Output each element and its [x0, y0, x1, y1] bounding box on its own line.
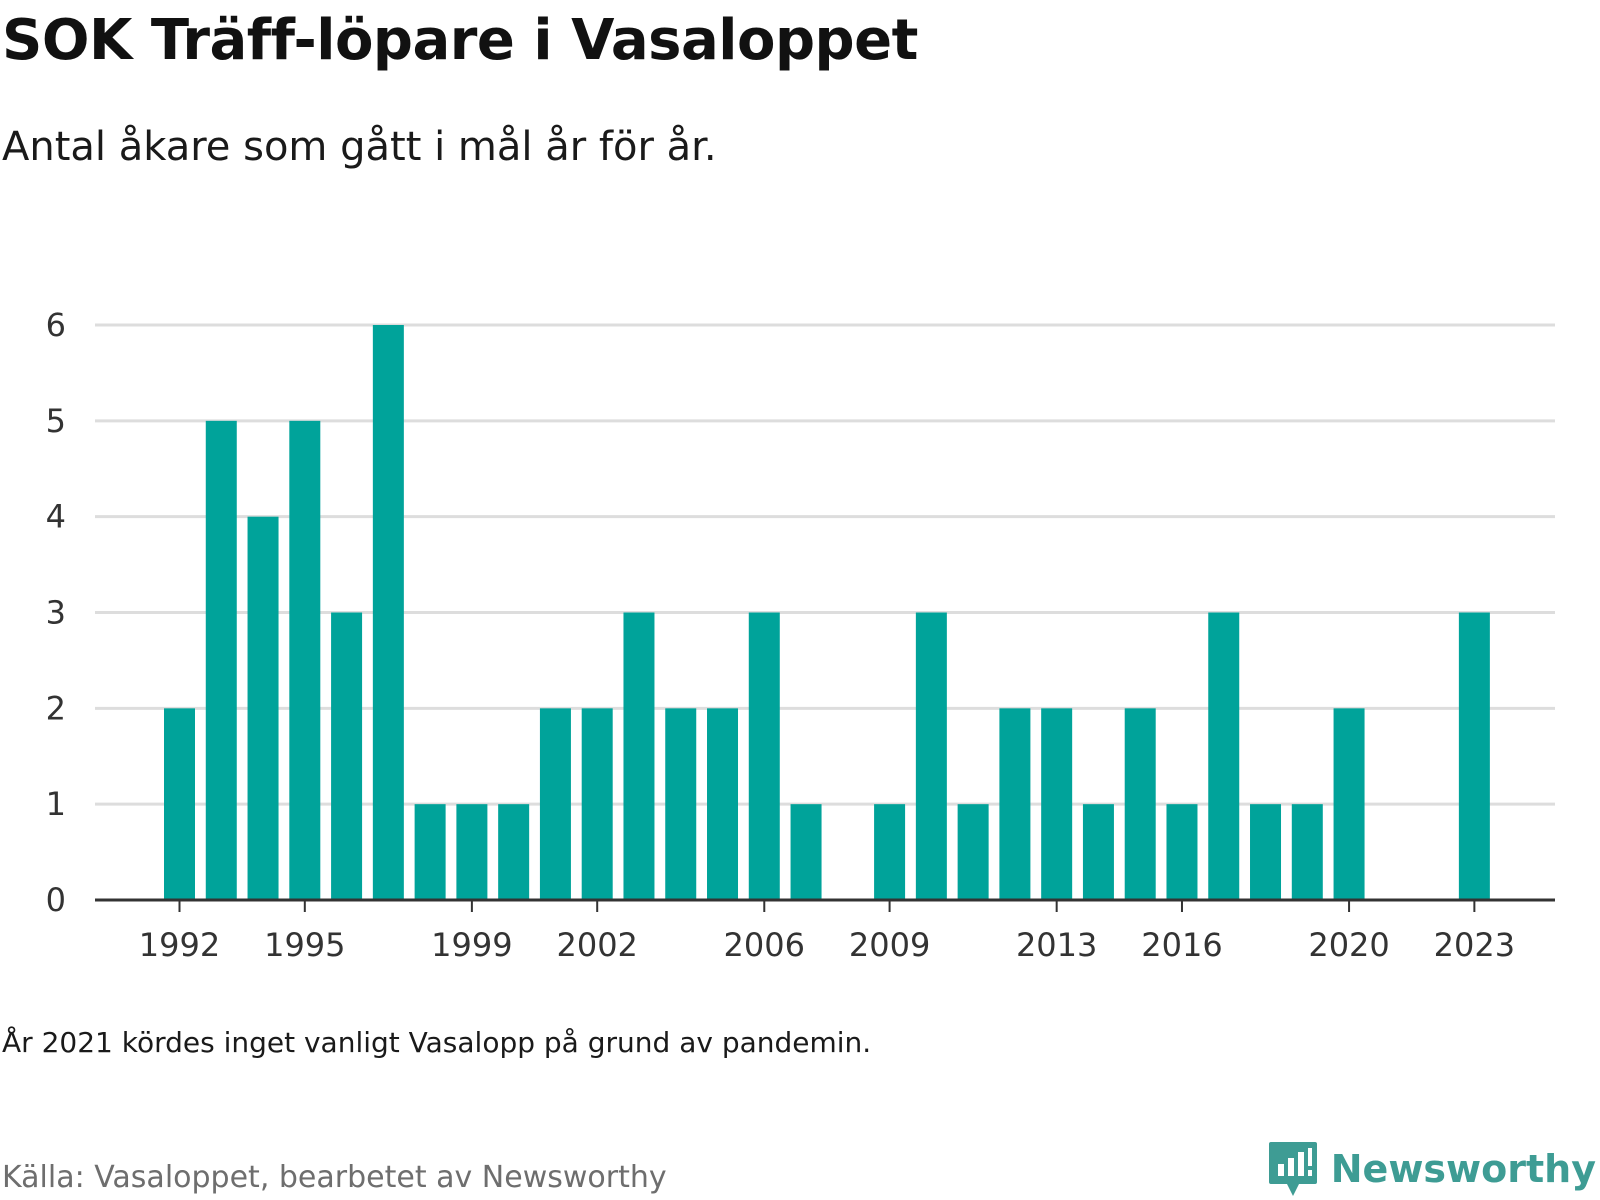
bar-1997: [372, 325, 404, 900]
x-tick-label: 2006: [724, 926, 805, 964]
x-tick-label: 1992: [139, 926, 220, 964]
chart-title: SOK Träff-löpare i Vasaloppet: [2, 8, 918, 73]
y-tick-label: 5: [46, 402, 66, 440]
bar-2005: [707, 708, 739, 900]
x-tick-label: 2023: [1434, 926, 1515, 964]
bar-2015: [1124, 708, 1156, 900]
bar-chart: 0 1 2 3 4 5 6 1992 1995 1999 2002 2006 2009 2013 2016 2…: [46, 306, 1555, 964]
x-tick-label: 2009: [849, 926, 930, 964]
bar-1992: [164, 708, 195, 900]
bar-2013: [1041, 708, 1073, 900]
x-tick-label: 1995: [264, 926, 345, 964]
bar-2004: [665, 708, 697, 900]
bar-2010: [915, 612, 947, 900]
bar-1998: [414, 804, 446, 900]
bar-2002: [581, 708, 613, 900]
y-tick-label: 0: [46, 881, 66, 919]
y-tick-label: 3: [46, 594, 66, 632]
y-tick-label: 1: [46, 785, 66, 823]
x-tick-label: 2002: [556, 926, 637, 964]
bar-2017: [1208, 612, 1240, 900]
y-tick-label: 6: [46, 306, 66, 344]
x-tick-label: 2020: [1308, 926, 1389, 964]
y-tick-label: 2: [46, 689, 66, 727]
bar-2016: [1166, 804, 1198, 900]
bar-2007: [790, 804, 822, 900]
bar-1996: [331, 612, 363, 900]
bar-2023: [1458, 612, 1490, 900]
bar-2018: [1250, 804, 1282, 900]
chart-note: År 2021 kördes inget vanligt Vasalopp på…: [2, 1026, 872, 1059]
bar-2012: [999, 708, 1031, 900]
source-credit: Källa: Vasaloppet, bearbetet av Newswort…: [2, 1160, 667, 1195]
newsworthy-icon: [1268, 1142, 1317, 1196]
bar-2003: [623, 612, 655, 900]
chart-subtitle: Antal åkare som gått i mål år för år.: [2, 124, 717, 170]
bar-2019: [1291, 804, 1323, 900]
bar-2006: [748, 612, 780, 900]
bar-2020: [1333, 708, 1365, 900]
bar-1994: [247, 516, 279, 900]
y-tick-label: 4: [46, 498, 66, 536]
bar-2000: [498, 804, 530, 900]
x-tick-label: 1999: [431, 926, 512, 964]
brand-name: Newsworthy: [1330, 1147, 1596, 1191]
bar-1993: [205, 420, 237, 900]
bar-1995: [289, 420, 321, 900]
bar-2009: [874, 804, 906, 900]
newsworthy-logo: Newsworthy: [1267, 1140, 1596, 1198]
x-tick-label: 2016: [1141, 926, 1222, 964]
bar-2001: [539, 708, 571, 900]
bar-2011: [957, 804, 989, 900]
bar-2014: [1082, 804, 1114, 900]
bar-1999: [456, 804, 488, 900]
x-tick-label: 2013: [1016, 926, 1097, 964]
